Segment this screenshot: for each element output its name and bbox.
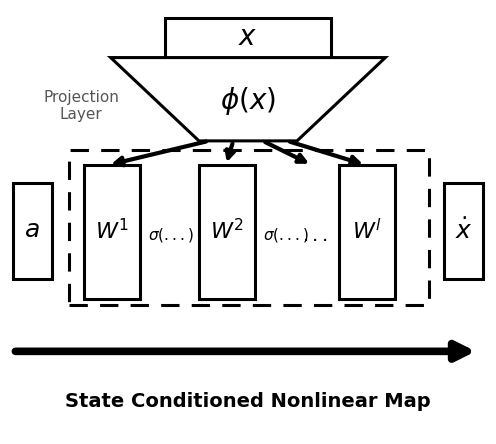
Text: State Conditioned Nonlinear Map: State Conditioned Nonlinear Map <box>65 392 431 411</box>
FancyBboxPatch shape <box>199 165 255 299</box>
Polygon shape <box>111 58 385 141</box>
Text: $\sigma(...)$: $\sigma(...)$ <box>263 226 309 244</box>
Text: $a$: $a$ <box>24 219 40 242</box>
Text: $\phi(x)$: $\phi(x)$ <box>220 85 276 117</box>
FancyBboxPatch shape <box>84 165 140 299</box>
Text: Projection
Layer: Projection Layer <box>43 90 119 122</box>
Text: $\dot{x}$: $\dot{x}$ <box>455 218 473 244</box>
Text: $...$: $...$ <box>302 226 328 245</box>
FancyBboxPatch shape <box>165 18 331 58</box>
FancyBboxPatch shape <box>12 182 52 279</box>
FancyBboxPatch shape <box>339 165 395 299</box>
Text: $x$: $x$ <box>238 24 258 52</box>
Text: $W^1$: $W^1$ <box>95 219 129 245</box>
Text: $W^l$: $W^l$ <box>352 219 382 245</box>
Text: $\sigma(...)$: $\sigma(...)$ <box>148 226 194 244</box>
FancyBboxPatch shape <box>444 182 484 279</box>
Text: $W^2$: $W^2$ <box>210 219 244 245</box>
